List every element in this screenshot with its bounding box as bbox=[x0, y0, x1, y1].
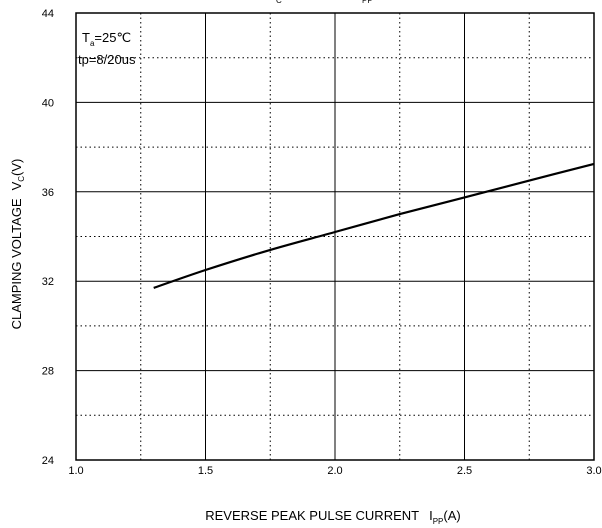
y-axis-label-text: CLAMPING VOLTAGE bbox=[9, 198, 24, 329]
pulse-waveform-annotation: tp=8/20us bbox=[78, 52, 136, 67]
x-tick-label: 2.0 bbox=[327, 465, 342, 477]
x-axis-unit: (A) bbox=[443, 508, 460, 523]
series-layer bbox=[153, 162, 595, 289]
y-tick-label: 32 bbox=[42, 276, 54, 288]
y-axis-unit: (V) bbox=[9, 159, 24, 176]
temperature-value: =25℃ bbox=[94, 30, 131, 45]
temperature-symbol: T bbox=[82, 30, 90, 45]
y-axis-symbol: V bbox=[9, 181, 24, 190]
y-tick-label: 28 bbox=[42, 366, 54, 378]
temperature-annotation: Ta=25℃ bbox=[82, 30, 131, 48]
x-axis-label-text: REVERSE PEAK PULSE CURRENT bbox=[205, 508, 419, 523]
y-tick-label: 40 bbox=[42, 97, 54, 109]
y-tick-label: 24 bbox=[42, 455, 54, 467]
y-axis-label: CLAMPING VOLTAGE VC(V) bbox=[9, 159, 26, 330]
tick-labels: 1.0 1.5 2.0 2.5 3.0 24 28 32 36 40 44 bbox=[42, 8, 602, 477]
title-fragment-c: C bbox=[276, 0, 282, 5]
temperature-subscript: a bbox=[90, 39, 95, 48]
x-axis-symbol: I bbox=[429, 508, 433, 523]
plot-frame bbox=[75, 12, 595, 461]
x-tick-label: 1.5 bbox=[198, 465, 213, 477]
y-tick-label: 36 bbox=[42, 187, 54, 199]
x-tick-label: 3.0 bbox=[586, 465, 601, 477]
y-axis-symbol-subscript: C bbox=[17, 176, 26, 182]
x-axis-symbol-subscript: PP bbox=[433, 517, 444, 526]
x-tick-label: 1.0 bbox=[68, 465, 83, 477]
x-tick-label: 2.5 bbox=[457, 465, 472, 477]
clamping-voltage-curve bbox=[153, 162, 595, 289]
grid-lines bbox=[75, 12, 595, 461]
x-axis-label: REVERSE PEAK PULSE CURRENT IPP(A) bbox=[205, 508, 460, 526]
y-tick-label: 44 bbox=[42, 8, 54, 20]
title-fragment-pp: PP bbox=[362, 0, 373, 5]
